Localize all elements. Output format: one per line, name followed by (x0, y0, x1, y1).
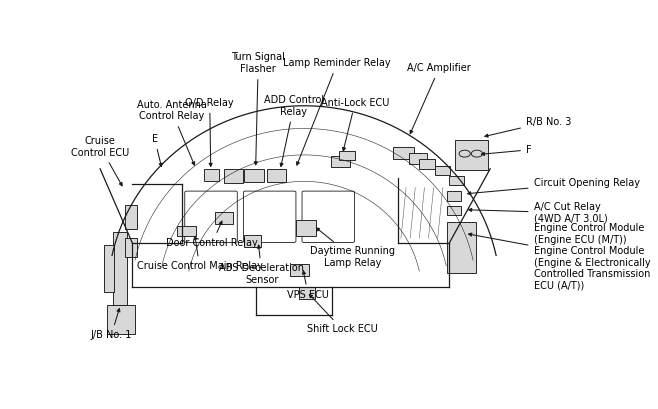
Bar (244, 235, 261, 247)
Bar (393, 147, 414, 159)
Bar (290, 264, 309, 276)
Text: Anti-Lock ECU: Anti-Lock ECU (321, 98, 390, 151)
Text: ADD Control
Relay: ADD Control Relay (264, 95, 324, 166)
Bar (124, 238, 137, 257)
Text: O/D Relay: O/D Relay (186, 98, 234, 166)
Text: ABS Deceleration
Sensor: ABS Deceleration Sensor (219, 245, 304, 285)
Text: Auto. Antenna
Control Relay: Auto. Antenna Control Relay (137, 100, 207, 165)
Text: Turn Signal
Flasher: Turn Signal Flasher (231, 52, 285, 165)
Text: Cruise Control Main Relay: Cruise Control Main Relay (137, 236, 263, 272)
Text: Cruise
Control ECU: Cruise Control ECU (71, 136, 129, 186)
Text: VPS ECU: VPS ECU (288, 271, 329, 300)
Bar (435, 166, 451, 175)
Text: A/C Amplifier: A/C Amplifier (407, 63, 471, 134)
Bar (104, 245, 114, 292)
Text: A/C Cut Relay
(4WD A/T 3.0L): A/C Cut Relay (4WD A/T 3.0L) (468, 202, 607, 224)
Bar (409, 153, 427, 164)
Text: Lamp Reminder Relay: Lamp Reminder Relay (284, 58, 391, 165)
Bar (124, 205, 137, 229)
Text: J/B No. 1: J/B No. 1 (91, 308, 132, 340)
Bar (113, 232, 127, 305)
Bar (224, 169, 243, 183)
Bar (449, 176, 464, 185)
Bar (340, 151, 355, 160)
Bar (107, 305, 135, 334)
Bar (176, 226, 196, 236)
Bar (331, 156, 351, 167)
Text: Door Control Relay: Door Control Relay (166, 221, 258, 248)
Text: F: F (482, 145, 532, 155)
Bar (296, 220, 316, 236)
Bar (447, 191, 461, 201)
Bar (419, 159, 435, 169)
Text: E: E (151, 134, 162, 166)
Bar (455, 140, 488, 170)
Bar (299, 288, 315, 299)
Text: Engine Control Module
(Engine ECU (M/T))
Engine Control Module
(Engine & Electro: Engine Control Module (Engine ECU (M/T))… (468, 223, 650, 291)
Bar (447, 206, 461, 216)
Bar (244, 169, 264, 182)
Bar (215, 212, 233, 224)
Bar (447, 222, 476, 273)
Bar (267, 169, 286, 182)
Text: Circuit Opening Relay: Circuit Opening Relay (468, 178, 640, 195)
Bar (203, 169, 219, 181)
Text: Shift Lock ECU: Shift Lock ECU (307, 294, 378, 335)
Text: Daytime Running
Lamp Relay: Daytime Running Lamp Relay (310, 228, 395, 268)
Text: R/B No. 3: R/B No. 3 (485, 117, 571, 137)
